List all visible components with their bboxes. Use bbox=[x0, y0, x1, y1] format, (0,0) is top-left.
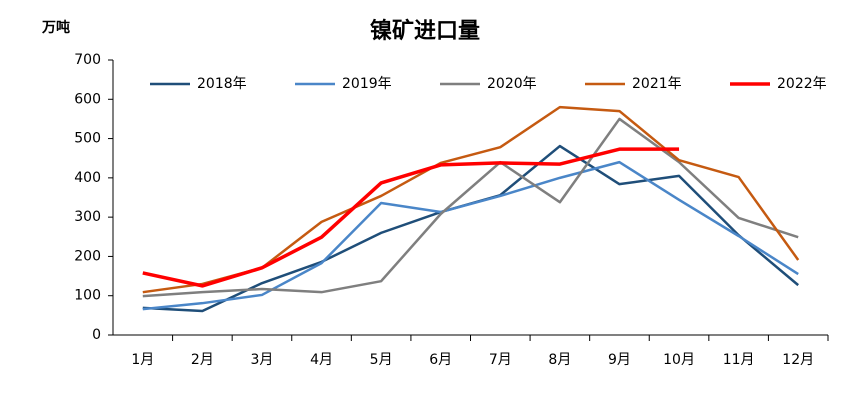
series-line bbox=[142, 147, 680, 288]
x-tick-label: 5月 bbox=[370, 352, 393, 368]
legend-label: 2021年 bbox=[632, 76, 682, 92]
y-tick-label: 0 bbox=[92, 327, 101, 343]
x-tick-label: 10月 bbox=[663, 352, 695, 368]
x-tick-label: 2月 bbox=[191, 352, 214, 368]
chart-title: 镍矿进口量 bbox=[370, 18, 480, 44]
y-tick-label: 500 bbox=[74, 131, 101, 147]
x-tick-label: 3月 bbox=[250, 352, 273, 368]
y-tick-label: 100 bbox=[74, 288, 101, 304]
x-tick-label: 7月 bbox=[489, 352, 512, 368]
y-tick-label: 400 bbox=[74, 170, 101, 186]
y-tick-label: 300 bbox=[74, 209, 101, 225]
x-tick-label: 11月 bbox=[723, 352, 755, 368]
series-line bbox=[142, 144, 800, 313]
x-tick-label: 9月 bbox=[608, 352, 631, 368]
series-line bbox=[142, 160, 799, 311]
x-tick-label: 8月 bbox=[548, 352, 571, 368]
legend-label: 2019年 bbox=[342, 76, 392, 92]
y-axis-unit: 万吨 bbox=[41, 19, 70, 36]
series-line bbox=[142, 117, 799, 298]
legend-label: 2018年 bbox=[197, 76, 247, 92]
x-tick-label: 1月 bbox=[131, 352, 154, 368]
x-tick-label: 6月 bbox=[429, 352, 452, 368]
legend-label: 2022年 bbox=[777, 76, 827, 92]
series-line bbox=[142, 105, 800, 294]
y-tick-label: 700 bbox=[74, 52, 101, 68]
x-tick-label: 12月 bbox=[782, 352, 814, 368]
y-tick-label: 600 bbox=[74, 91, 101, 107]
legend-label: 2020年 bbox=[487, 76, 537, 92]
y-tick-label: 200 bbox=[74, 248, 101, 264]
x-tick-label: 4月 bbox=[310, 352, 333, 368]
